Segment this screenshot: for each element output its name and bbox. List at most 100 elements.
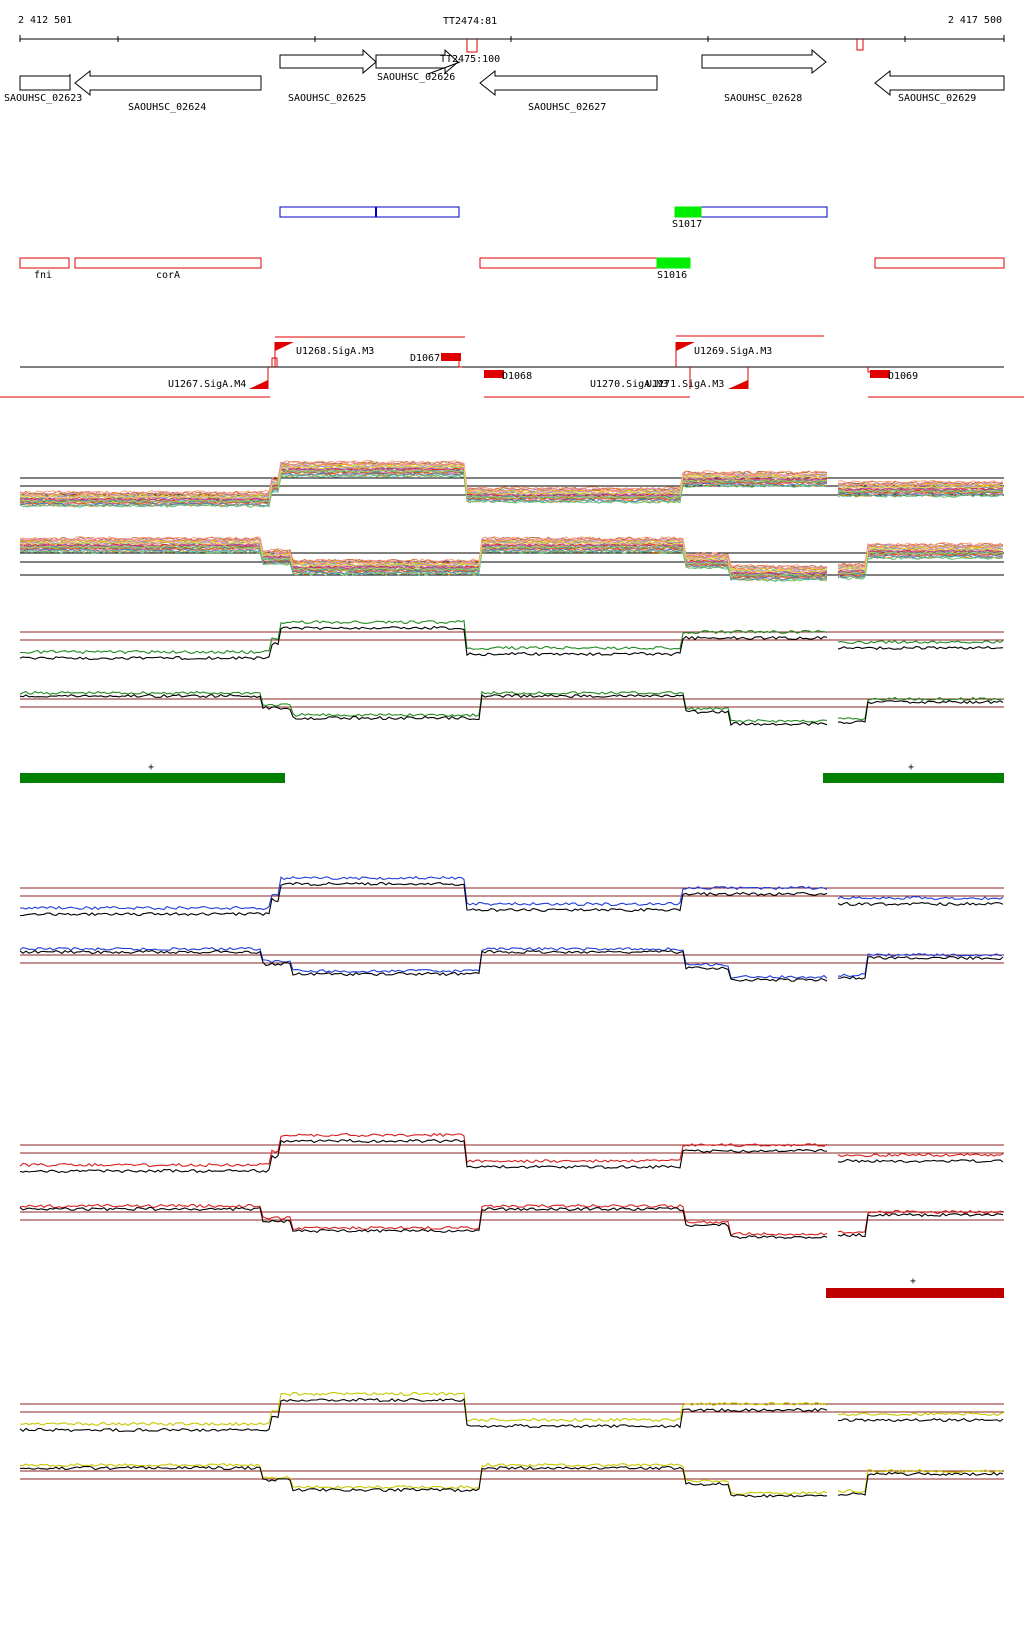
operon-box[interactable] xyxy=(279,206,460,218)
tss-flag[interactable] xyxy=(274,342,294,367)
condition-bar-symbol: + xyxy=(148,762,154,773)
expression-trace xyxy=(837,485,1004,490)
operon-track-plus: S1017 xyxy=(279,206,828,230)
expression-trace xyxy=(19,461,828,496)
expression-trace xyxy=(19,625,828,661)
tss-flag[interactable] xyxy=(675,342,695,367)
tss-label: U1271.SigA.M3 xyxy=(646,379,724,390)
gene-track: SAOUHSC_02623 SAOUHSC_02624 SAOUHSC_0262… xyxy=(4,48,1005,113)
tss-label: U1267.SigA.M4 xyxy=(168,379,246,390)
gene-label: SAOUHSC_02627 xyxy=(528,102,606,113)
expression-trace xyxy=(837,1471,1004,1496)
operon-highlight[interactable] xyxy=(674,206,702,218)
tss-label: U1270.SigA.M3 xyxy=(590,379,668,390)
condition-bar-symbol: + xyxy=(908,762,914,773)
gene-arrow[interactable] xyxy=(279,48,377,75)
expression-trace xyxy=(19,1391,828,1427)
expression-trace xyxy=(837,639,1004,645)
gene-label: SAOUHSC_02624 xyxy=(128,102,206,113)
expression-trace xyxy=(19,1132,828,1168)
expression-trace xyxy=(20,1462,828,1495)
expression-trace xyxy=(19,548,828,581)
expression-trace xyxy=(20,619,828,655)
gene-arrow[interactable] xyxy=(74,69,262,97)
expression-trace xyxy=(837,487,1004,492)
operon-highlight-label: S1017 xyxy=(672,219,702,230)
expression-trace xyxy=(837,895,1004,901)
condition-bar[interactable] xyxy=(823,773,1004,783)
expression-trace xyxy=(837,645,1004,650)
tss-flag[interactable] xyxy=(249,357,278,389)
expression-trace xyxy=(837,1411,1004,1417)
condition-bars: + + + xyxy=(20,762,1004,1298)
operon-box[interactable] xyxy=(19,257,70,269)
operon-label: corA xyxy=(156,270,180,281)
expression-trace xyxy=(19,541,828,574)
expression-trace xyxy=(19,1465,828,1498)
gene-arrow[interactable] xyxy=(701,48,827,75)
segment-block[interactable] xyxy=(441,353,461,361)
terminator-mark[interactable] xyxy=(466,39,478,53)
expression-trace xyxy=(19,1206,828,1239)
tss-label: U1268.SigA.M3 xyxy=(296,346,374,357)
expression-trace xyxy=(19,1203,828,1237)
tss-flag[interactable] xyxy=(728,367,749,389)
tss-label: U1269.SigA.M3 xyxy=(694,346,772,357)
expression-trace xyxy=(837,696,1004,721)
operon-highlight[interactable] xyxy=(656,257,691,269)
expression-trace xyxy=(837,492,1004,497)
operon-track-minus: fni corA S1016 xyxy=(19,257,1005,281)
expression-trace xyxy=(837,547,1004,571)
terminators: TT2474:81 TT2475:100 xyxy=(440,16,864,65)
ruler-start-label: 2 412 501 xyxy=(18,15,72,26)
expression-trace xyxy=(837,1209,1004,1234)
operon-box[interactable] xyxy=(874,257,1005,269)
gene-label: SAOUHSC_02629 xyxy=(898,93,976,104)
expression-trace xyxy=(837,955,1004,980)
expression-trace xyxy=(837,699,1004,725)
expression-trace xyxy=(19,539,828,572)
expression-trace xyxy=(837,489,1004,494)
gene-arrow[interactable] xyxy=(874,69,1005,97)
segment-block[interactable] xyxy=(870,370,890,378)
expression-trace xyxy=(19,473,828,508)
expression-trace xyxy=(19,949,828,982)
expression-trace xyxy=(19,460,828,495)
condition-bar[interactable] xyxy=(826,1288,1004,1298)
expression-trace xyxy=(19,465,828,500)
expression-trace xyxy=(837,542,1003,566)
expression-trace xyxy=(837,1212,1004,1238)
expression-trace xyxy=(19,468,828,503)
gene-arrow[interactable] xyxy=(479,69,658,97)
terminator-mark[interactable] xyxy=(856,39,864,51)
gene-arrow[interactable] xyxy=(19,74,71,91)
expression-trace xyxy=(19,693,828,727)
expression-trace xyxy=(19,537,828,570)
expression-trace xyxy=(19,460,828,495)
expression-trace xyxy=(837,1417,1004,1422)
gene-arrow[interactable] xyxy=(375,48,459,75)
expression-trace xyxy=(837,1158,1004,1163)
ruler-end-label: 2 417 500 xyxy=(948,15,1002,26)
tss-track: U1267.SigA.M4 U1268.SigA.M3 U1269.SigA.M… xyxy=(0,335,1024,398)
expression-trace xyxy=(19,467,828,502)
gene-label: SAOUHSC_02623 xyxy=(4,93,82,104)
segment-label: D1067 xyxy=(410,353,440,364)
condition-bar-symbol: + xyxy=(910,1276,916,1287)
operon-box[interactable] xyxy=(74,257,262,269)
expression-trace xyxy=(837,1152,1004,1158)
expression-trace xyxy=(837,555,1004,580)
expression-trace xyxy=(20,549,828,582)
operon-highlight-label: S1016 xyxy=(657,270,687,281)
segment-label: D1069 xyxy=(888,371,918,382)
expression-trace xyxy=(19,469,828,504)
coordinate-ruler: 2 412 501 2 417 500 xyxy=(18,15,1005,42)
segment-block[interactable] xyxy=(484,370,504,378)
expression-trace xyxy=(19,881,828,917)
segment-label: D1068 xyxy=(502,371,532,382)
condition-bar[interactable] xyxy=(20,773,285,783)
operon-label: fni xyxy=(34,270,52,281)
expression-trace xyxy=(837,901,1004,907)
expression-trace xyxy=(19,545,828,578)
